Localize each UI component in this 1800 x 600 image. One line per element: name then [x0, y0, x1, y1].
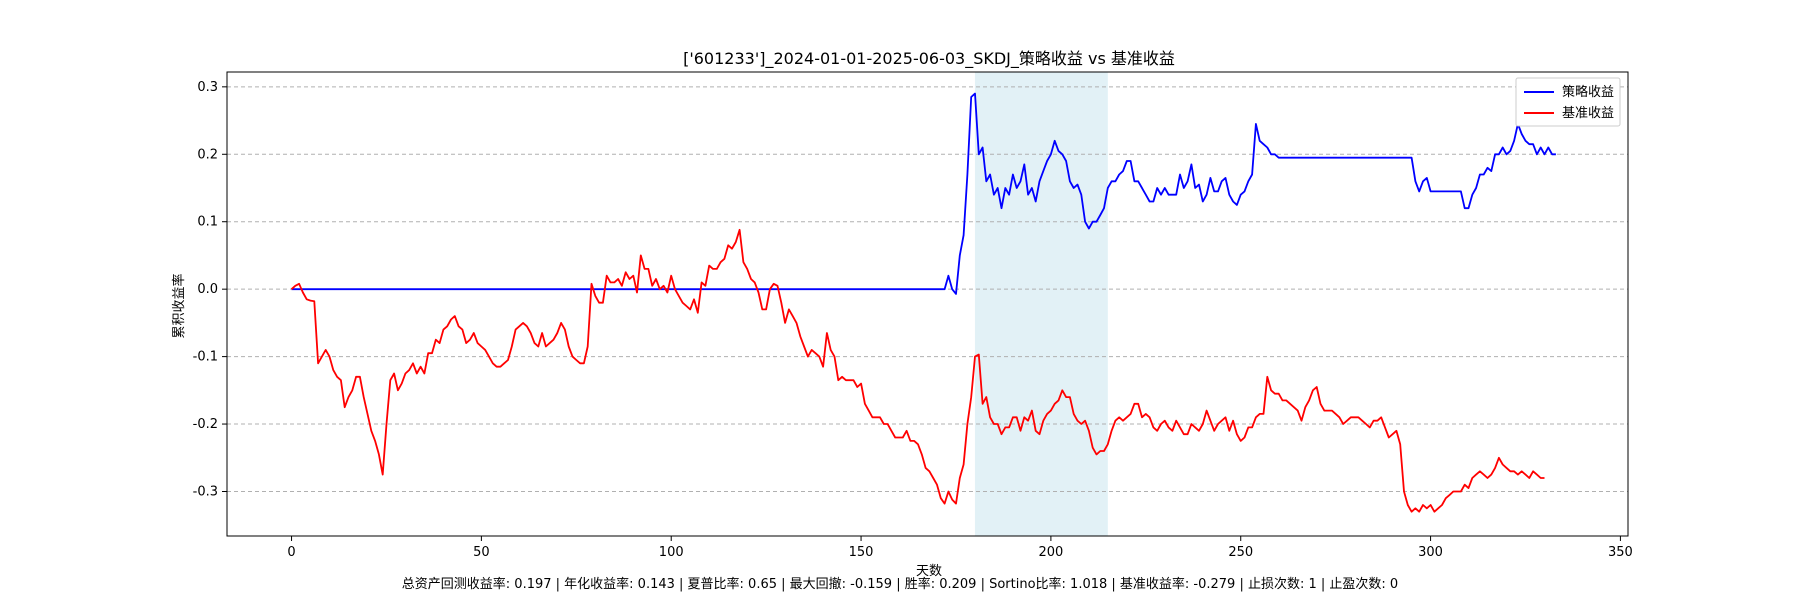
y-tick-label: -0.3 [193, 484, 218, 499]
highlight-span [974, 72, 1108, 536]
y-tick-label: 0.1 [197, 215, 218, 230]
y-axis-ticks: -0.3 -0.2 -0.1 0.0 0.1 0.2 0.3 [193, 80, 227, 499]
x-tick-label: 250 [1228, 545, 1253, 560]
chart-title: ['601233']_2024-01-01-2025-06-03_SKDJ_策略… [683, 49, 1175, 69]
x-axis-label: 天数 [916, 564, 942, 579]
x-tick-label: 50 [473, 545, 490, 560]
y-tick-label: -0.1 [193, 350, 218, 365]
series-layer [290, 92, 1556, 513]
highlight-span-layer [974, 72, 1108, 536]
x-tick-label: 100 [659, 545, 684, 560]
strategy-return-line [291, 92, 1556, 295]
x-tick-label: 200 [1038, 545, 1063, 560]
y-tick-label: -0.2 [193, 417, 218, 432]
y-tick-label: 0.2 [197, 147, 218, 162]
legend-label-strategy: 策略收益 [1562, 84, 1614, 100]
legend: 策略收益 基准收益 [1515, 77, 1621, 127]
y-tick-label: 0.0 [197, 282, 218, 297]
legend-label-benchmark: 基准收益 [1562, 106, 1614, 121]
x-tick-label: 350 [1608, 545, 1633, 560]
x-tick-label: 300 [1418, 545, 1443, 560]
x-axis-ticks: 0 50 100 150 200 250 300 350 [287, 536, 1633, 560]
y-tick-label: 0.3 [197, 80, 218, 95]
benchmark-return-line [290, 228, 1545, 513]
plot-frame [226, 71, 1629, 537]
metrics-footer: 总资产回测收益率: 0.197 | 年化收益率: 0.143 | 夏普比率: 0… [402, 576, 1398, 592]
y-axis-label: 累积收益率 [171, 273, 187, 338]
x-tick-label: 0 [287, 545, 295, 560]
x-tick-label: 150 [849, 545, 874, 560]
